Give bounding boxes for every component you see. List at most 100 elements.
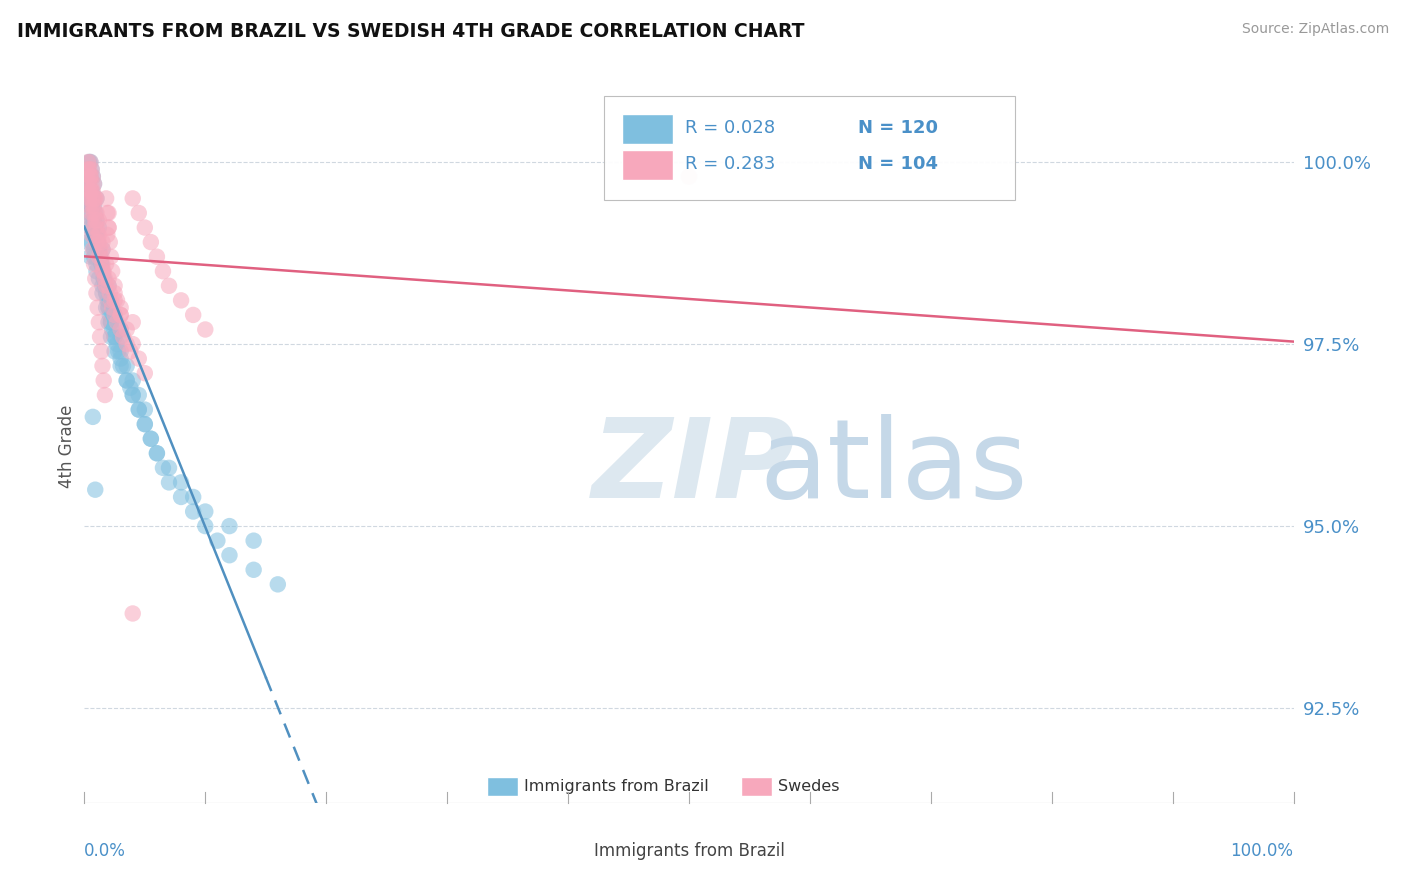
Point <box>77 177 100 191</box>
Point <box>104 286 127 301</box>
Point <box>91 264 114 278</box>
Point <box>82 227 104 242</box>
Point <box>89 250 111 264</box>
Point <box>134 220 156 235</box>
Point <box>86 227 108 242</box>
Point <box>86 220 108 235</box>
Point <box>94 191 117 205</box>
Point <box>80 206 103 220</box>
Point <box>97 315 120 329</box>
FancyBboxPatch shape <box>486 777 519 796</box>
Point <box>91 278 114 293</box>
Point <box>115 359 138 373</box>
Point <box>139 235 162 249</box>
Point <box>82 184 104 198</box>
Point <box>170 490 193 504</box>
Point <box>134 366 156 380</box>
Point <box>112 359 135 373</box>
Point <box>86 213 108 227</box>
Point <box>82 243 104 257</box>
Point <box>86 227 108 242</box>
Point <box>242 563 264 577</box>
Point <box>97 220 120 235</box>
Point <box>97 278 120 293</box>
Point <box>80 162 103 177</box>
Point <box>242 533 264 548</box>
Point <box>77 169 100 184</box>
Point <box>110 322 132 336</box>
Point <box>146 250 169 264</box>
Point <box>170 293 193 308</box>
Point <box>96 293 118 308</box>
Point <box>82 199 104 213</box>
Point <box>181 308 204 322</box>
Point <box>86 286 108 301</box>
Point <box>97 301 120 315</box>
Point <box>83 177 105 191</box>
Point <box>128 388 150 402</box>
Point <box>267 577 290 591</box>
Point <box>86 257 108 271</box>
Point <box>105 337 128 351</box>
Point <box>84 271 107 285</box>
Point <box>100 315 122 329</box>
Point <box>89 243 111 257</box>
Point <box>100 293 122 308</box>
Point <box>96 206 118 220</box>
Point <box>84 483 107 497</box>
Point <box>104 330 127 344</box>
Point <box>93 264 115 278</box>
Point <box>121 388 143 402</box>
Point <box>77 162 100 177</box>
Point <box>82 409 104 424</box>
Point <box>77 206 100 220</box>
Point <box>77 169 100 184</box>
Point <box>80 227 103 242</box>
Point <box>128 206 150 220</box>
Point <box>107 344 129 359</box>
Point <box>79 169 101 184</box>
Point <box>110 308 132 322</box>
Point <box>91 264 114 278</box>
Point <box>101 322 124 336</box>
Point <box>104 293 127 308</box>
Point <box>139 432 162 446</box>
Point <box>110 301 132 315</box>
Point <box>110 322 132 336</box>
Point <box>170 475 193 490</box>
Point <box>157 278 180 293</box>
Point <box>77 184 100 198</box>
Point <box>77 191 100 205</box>
Point <box>181 490 204 504</box>
Point <box>121 607 143 621</box>
Text: Source: ZipAtlas.com: Source: ZipAtlas.com <box>1241 22 1389 37</box>
Point <box>98 308 121 322</box>
Text: IMMIGRANTS FROM BRAZIL VS SWEDISH 4TH GRADE CORRELATION CHART: IMMIGRANTS FROM BRAZIL VS SWEDISH 4TH GR… <box>17 22 804 41</box>
Point <box>86 206 108 220</box>
Point <box>110 330 132 344</box>
Point <box>83 257 105 271</box>
Point <box>83 199 105 213</box>
Point <box>194 322 217 336</box>
Point <box>82 191 104 205</box>
Point <box>83 250 105 264</box>
Point <box>94 286 117 301</box>
Point <box>91 257 114 271</box>
Point <box>86 191 108 205</box>
Point <box>110 351 132 366</box>
Point <box>678 169 700 184</box>
Point <box>87 250 110 264</box>
Point <box>86 213 108 227</box>
Point <box>77 199 100 213</box>
Point <box>115 322 138 336</box>
Point <box>120 344 142 359</box>
Point <box>207 533 229 548</box>
Point <box>83 220 105 235</box>
Point <box>83 177 105 191</box>
Point <box>93 271 115 285</box>
Point <box>86 301 108 315</box>
Point <box>77 162 100 177</box>
Point <box>218 519 240 533</box>
Point <box>115 374 138 388</box>
Point <box>80 213 103 227</box>
